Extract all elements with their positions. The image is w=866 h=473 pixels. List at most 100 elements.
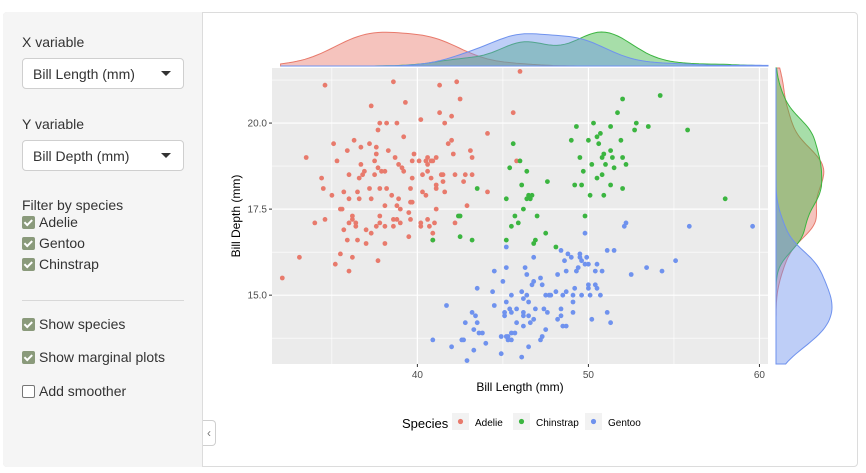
data-point-adelie [297,254,302,260]
data-point-adelie [331,141,336,147]
data-point-adelie [362,168,367,174]
show-marginal-plots-checkbox[interactable]: Show marginal plots [22,348,165,366]
data-point-gentoo [562,258,567,264]
data-point-adelie [454,79,460,85]
data-point-gentoo [558,248,564,253]
data-point-gentoo [521,323,526,329]
data-point-adelie [394,217,400,222]
data-point-adelie [420,189,425,195]
data-point-gentoo [604,310,610,315]
data-point-adelie [382,168,388,174]
x-variable-value: Bill Length (mm) [33,66,135,82]
data-point-adelie [375,165,381,171]
data-point-adelie [356,196,362,202]
data-point-gentoo [522,265,528,270]
plot-panel-background [272,68,768,364]
data-point-chinstrap [608,124,613,129]
x-tick-label: 40 [412,370,424,381]
data-point-chinstrap [579,182,584,188]
data-point-chinstrap [601,151,607,157]
legend-key-gentoo [590,418,597,425]
data-point-chinstrap [457,234,463,240]
data-point-adelie [303,155,309,160]
data-point-adelie [372,172,377,178]
x-tick-label: 60 [754,370,766,381]
data-point-adelie [346,220,352,226]
data-point-gentoo [469,310,475,315]
data-point-adelie [514,158,519,164]
data-point-adelie [334,158,340,164]
data-point-gentoo [543,292,549,298]
checkbox-icon[interactable] [22,317,35,331]
checkbox-icon[interactable] [22,384,35,398]
legend-title: Species [402,416,449,431]
data-point-adelie [346,196,352,202]
data-point-adelie [350,217,355,222]
data-point-gentoo [586,285,591,291]
data-point-adelie [372,158,377,164]
data-point-gentoo [579,258,584,264]
data-point-chinstrap [517,158,523,164]
y-variable-select[interactable]: Bill Depth (mm) [22,140,184,171]
data-point-gentoo [505,337,511,343]
x-variable-select[interactable]: Bill Length (mm) [22,58,184,89]
checkbox-icon[interactable] [22,236,35,250]
data-point-adelie [457,96,463,102]
show-species-checkbox[interactable]: Show species [22,315,125,333]
data-point-adelie [320,186,326,191]
data-point-gentoo [611,248,617,253]
y-variable-value: Bill Depth (mm) [33,148,130,164]
checkbox-icon[interactable] [22,350,35,364]
species-checkbox-chinstrap[interactable]: Chinstrap [22,255,99,273]
data-point-chinstrap [469,237,475,243]
legend-label-adelie: Adelie [475,418,503,429]
data-point-gentoo [444,303,449,308]
data-point-adelie [510,110,516,116]
data-point-adelie [427,223,432,229]
data-point-gentoo [543,327,549,332]
data-point-gentoo [519,289,525,295]
data-point-gentoo [563,323,569,329]
data-point-gentoo [560,292,566,298]
checkbox-icon[interactable] [22,215,35,229]
species-checkbox-gentoo[interactable]: Gentoo [22,234,85,252]
data-point-adelie [377,186,383,191]
data-point-chinstrap [657,93,663,98]
data-point-chinstrap [685,127,690,133]
data-point-chinstrap [591,120,596,126]
data-point-chinstrap [521,206,526,212]
data-point-gentoo [474,320,480,326]
species-checkbox-adelie[interactable]: Adelie [22,213,78,231]
top-density-gentoo [280,33,769,67]
data-point-adelie [416,158,422,164]
data-point-chinstrap [615,110,620,116]
data-point-gentoo [594,261,600,267]
data-point-gentoo [539,334,545,339]
data-point-gentoo [473,313,478,319]
data-point-adelie [338,251,343,257]
data-point-adelie [385,148,391,154]
data-point-gentoo [502,310,507,315]
legend-label-gentoo: Gentoo [608,418,641,429]
checkbox-icon[interactable] [22,257,35,271]
data-point-chinstrap [586,137,591,143]
data-point-chinstrap [568,137,574,143]
data-point-gentoo [659,268,665,274]
data-point-gentoo [527,320,533,326]
chevron-left-icon: ‹ [207,426,211,440]
data-point-adelie [418,223,424,229]
data-point-adelie [433,182,439,188]
data-point-chinstrap [610,155,615,160]
data-point-gentoo [524,272,530,277]
add-smoother-checkbox[interactable]: Add smoother [22,382,126,400]
data-point-chinstrap [618,137,624,143]
data-point-adelie [401,168,407,174]
data-point-chinstrap [507,165,513,171]
data-point-adelie [279,275,285,281]
data-point-chinstrap [533,237,538,243]
add-smoother-label: Add smoother [39,383,127,399]
data-point-adelie [425,217,430,222]
data-point-chinstrap [603,162,608,167]
x-variable-label: X variable [22,34,85,50]
sidebar-collapse-button[interactable]: ‹ [203,420,216,446]
